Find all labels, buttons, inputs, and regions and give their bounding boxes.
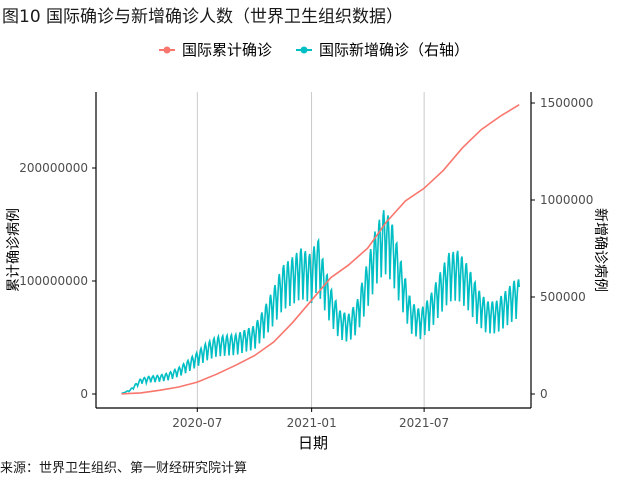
legend-label-daily: 国际新增确诊（右轴） — [319, 41, 469, 59]
right-y-tick-label-1: 500000 — [540, 290, 586, 304]
left-y-tick-label-1: 100000000 — [19, 274, 88, 288]
right-y-axis-label: 新增确诊病例 — [592, 208, 608, 292]
x-tick-label-2: 2021-07 — [399, 416, 449, 430]
left-y-axis-label: 累计确诊病例 — [6, 208, 22, 292]
right-y-tick-label-0: 0 — [540, 387, 548, 401]
right-y-tick-label-2: 1000000 — [540, 193, 593, 207]
x-tick-label-0: 2020-07 — [172, 416, 222, 430]
chart-title: 图10 国际确诊与新增确诊人数（世界卫生组织数据） — [2, 7, 404, 27]
legend-key-daily-dot — [300, 46, 308, 54]
legend-key-cumulative-dot — [163, 46, 171, 54]
left-y-tick-label-0: 0 — [80, 387, 88, 401]
series-cumulative-line — [121, 104, 520, 395]
right-y-tick-label-3: 1500000 — [540, 96, 593, 110]
legend-label-cumulative: 国际累计确诊 — [182, 41, 272, 59]
source-note: 来源：世界卫生组织、第一财经研究院计算 — [0, 461, 248, 476]
x-axis-label: 日期 — [298, 434, 328, 452]
legend-item-daily: 国际新增确诊（右轴） — [296, 41, 469, 59]
left-y-axis-ticks: 0 100000000 200000000 — [19, 161, 96, 401]
x-axis-ticks: 2020-07 2021-01 2021-07 — [172, 408, 449, 430]
x-tick-label-1: 2021-01 — [287, 416, 337, 430]
legend: 国际累计确诊 国际新增确诊（右轴） — [159, 41, 469, 59]
legend-item-cumulative: 国际累计确诊 — [159, 41, 272, 59]
left-y-tick-label-2: 200000000 — [19, 161, 88, 175]
series-daily-new-line — [121, 210, 520, 395]
right-y-axis-ticks: 0 500000 1000000 1500000 — [531, 96, 593, 401]
